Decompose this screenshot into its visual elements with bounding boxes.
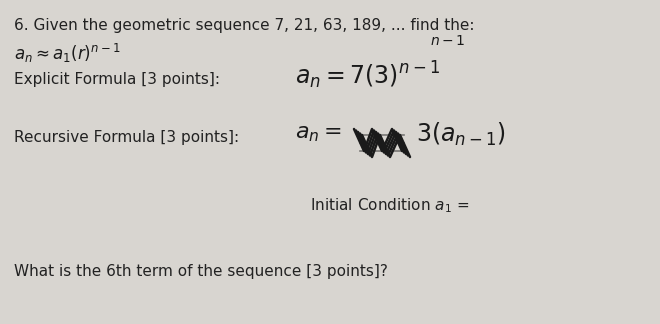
Text: $a_n =$: $a_n =$ xyxy=(295,124,342,144)
Text: $n-1$: $n-1$ xyxy=(430,34,465,48)
Text: $3(a_{n-1})$: $3(a_{n-1})$ xyxy=(416,121,506,148)
Text: $a_n \approx a_1(r)^{n-1}$: $a_n \approx a_1(r)^{n-1}$ xyxy=(14,42,121,65)
Text: 6. Given the geometric sequence 7, 21, 63, 189, ... find the:: 6. Given the geometric sequence 7, 21, 6… xyxy=(14,18,475,33)
Text: Explicit Formula [3 points]:: Explicit Formula [3 points]: xyxy=(14,72,220,87)
Text: Initial Condition $a_1$ =: Initial Condition $a_1$ = xyxy=(310,196,469,215)
Text: $a_n = 7(3)^{n-1}$: $a_n = 7(3)^{n-1}$ xyxy=(295,60,440,91)
Text: What is the 6th term of the sequence [3 points]?: What is the 6th term of the sequence [3 … xyxy=(14,264,388,279)
Text: Recursive Formula [3 points]:: Recursive Formula [3 points]: xyxy=(14,130,239,145)
